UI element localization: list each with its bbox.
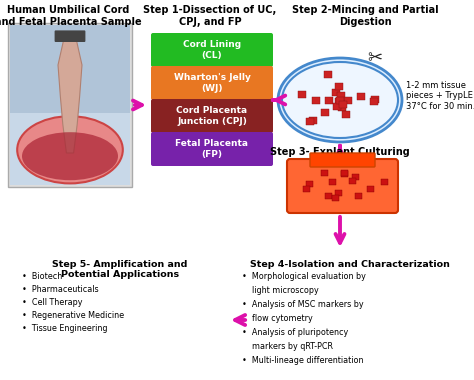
Bar	[357, 93, 365, 100]
Bar	[324, 71, 332, 78]
Ellipse shape	[22, 132, 118, 180]
Bar	[306, 180, 313, 187]
Text: •  Analysis of MSC markers by: • Analysis of MSC markers by	[242, 300, 364, 309]
FancyBboxPatch shape	[10, 25, 130, 185]
PathPatch shape	[58, 33, 82, 153]
Text: •  Tissue Engineering: • Tissue Engineering	[22, 324, 108, 333]
Bar	[337, 92, 346, 99]
Bar	[336, 83, 344, 90]
FancyBboxPatch shape	[151, 99, 273, 133]
Bar	[342, 111, 350, 118]
Text: ✂: ✂	[367, 49, 383, 67]
Bar	[312, 98, 320, 104]
Text: Step 1-Dissection of UC,
CPJ, and FP: Step 1-Dissection of UC, CPJ, and FP	[143, 5, 277, 27]
Text: Cord Lining
(CL): Cord Lining (CL)	[183, 40, 241, 60]
Bar	[336, 97, 344, 104]
Bar	[298, 91, 306, 98]
Bar	[356, 193, 363, 199]
Bar	[370, 98, 378, 105]
Text: •  Morphological evaluation by: • Morphological evaluation by	[242, 272, 366, 281]
Text: Wharton's Jelly
(WJ): Wharton's Jelly (WJ)	[173, 73, 250, 93]
Text: Step 2-Mincing and Partial
Digestion: Step 2-Mincing and Partial Digestion	[292, 5, 438, 27]
FancyBboxPatch shape	[8, 23, 132, 187]
Bar	[321, 109, 329, 116]
Bar	[333, 103, 341, 110]
FancyBboxPatch shape	[151, 132, 273, 166]
Bar	[341, 171, 348, 177]
Bar	[381, 179, 388, 185]
FancyBboxPatch shape	[151, 66, 273, 100]
Text: 1-2 mm tissue
pieces + TrypLE at
37°C for 30 min.: 1-2 mm tissue pieces + TrypLE at 37°C fo…	[406, 81, 474, 111]
Bar	[336, 190, 342, 196]
Text: Step 3- Explant Culturing: Step 3- Explant Culturing	[270, 147, 410, 157]
Bar	[344, 97, 352, 104]
Bar	[328, 179, 336, 185]
Text: •  Biotech: • Biotech	[22, 272, 62, 281]
Text: Step 5- Amplification and
Potential Applications: Step 5- Amplification and Potential Appl…	[52, 260, 188, 279]
Text: flow cytometry: flow cytometry	[242, 314, 313, 323]
Text: •  Multi-lineage differentiation: • Multi-lineage differentiation	[242, 356, 364, 365]
Bar	[371, 96, 379, 103]
Bar	[332, 195, 339, 201]
Bar	[303, 185, 310, 192]
Ellipse shape	[282, 62, 398, 138]
Bar	[306, 119, 313, 125]
FancyBboxPatch shape	[287, 159, 398, 213]
Text: Human Umbilical Cord
and Fetal Placenta Sample: Human Umbilical Cord and Fetal Placenta …	[0, 5, 141, 27]
Text: markers by qRT-PCR: markers by qRT-PCR	[242, 342, 333, 351]
Bar	[367, 186, 374, 192]
Text: Cord Placenta
Junction (CPJ): Cord Placenta Junction (CPJ)	[176, 106, 247, 126]
FancyBboxPatch shape	[151, 33, 273, 67]
Bar	[332, 89, 340, 96]
Bar	[337, 104, 346, 111]
Text: •  Regenerative Medicine: • Regenerative Medicine	[22, 311, 124, 320]
Ellipse shape	[17, 116, 123, 184]
Bar	[335, 98, 343, 105]
Text: •  Cell Therapy: • Cell Therapy	[22, 298, 82, 307]
Text: light microscopy: light microscopy	[242, 286, 319, 295]
Bar	[309, 117, 317, 124]
Text: •  Pharmaceuticals: • Pharmaceuticals	[22, 285, 99, 294]
FancyBboxPatch shape	[310, 153, 375, 167]
FancyBboxPatch shape	[10, 25, 130, 113]
Bar	[341, 170, 348, 176]
Bar	[321, 170, 328, 176]
Text: Step 4-Isolation and Characterization: Step 4-Isolation and Characterization	[250, 260, 450, 269]
Ellipse shape	[278, 58, 402, 142]
Bar	[349, 177, 356, 184]
Bar	[326, 193, 332, 199]
Text: Fetal Placenta
(FP): Fetal Placenta (FP)	[175, 139, 248, 159]
Bar	[352, 174, 359, 180]
Bar	[326, 97, 333, 104]
Bar	[339, 101, 347, 108]
Text: •  Analysis of pluripotency: • Analysis of pluripotency	[242, 328, 348, 337]
FancyBboxPatch shape	[55, 30, 85, 42]
